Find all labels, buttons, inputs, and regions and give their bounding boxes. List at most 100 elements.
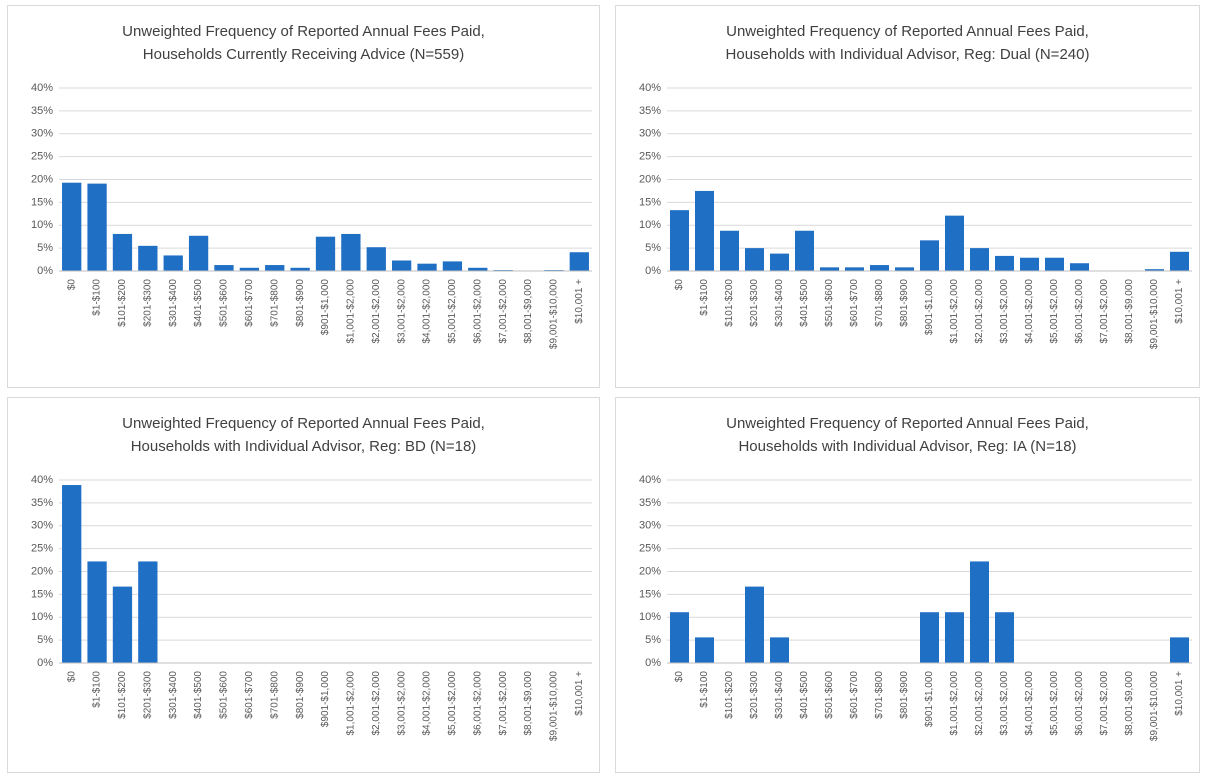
x-tick-label: $701-$800 (874, 279, 885, 327)
x-tick-label: $10,001 + (574, 671, 585, 716)
x-tick-label: $10,001 + (1174, 279, 1185, 324)
y-tick-label: 40% (639, 474, 661, 486)
chart-panel: Unweighted Frequency of Reported Annual … (7, 5, 600, 388)
chart-panel: Unweighted Frequency of Reported Annual … (615, 397, 1200, 773)
x-tick-label: $601-$700 (849, 671, 860, 719)
x-tick-label: $2,001-$2,000 (371, 671, 382, 736)
x-tick-label: $101-$200 (117, 671, 128, 719)
y-tick-label: 25% (639, 543, 661, 555)
x-tick-label: $201-$300 (749, 279, 760, 327)
bar (1170, 637, 1189, 663)
x-tick-label: $101-$200 (117, 279, 128, 327)
x-tick-label: $1,001-$2,000 (949, 671, 960, 736)
chart-subtitle: Households with Individual Advisor, Reg:… (131, 438, 477, 455)
x-tick-label: $9,001-$10,000 (549, 671, 560, 742)
y-tick-label: 15% (639, 196, 661, 208)
y-tick-label: 30% (639, 520, 661, 532)
bar (1145, 269, 1164, 271)
y-tick-label: 0% (37, 265, 53, 277)
x-tick-label: $0 (674, 279, 685, 291)
bar (188, 235, 209, 271)
x-tick-label: $1-$100 (699, 279, 710, 316)
chart-subtitle: Households with Individual Advisor, Reg:… (738, 438, 1076, 455)
y-tick-label: 0% (37, 657, 53, 669)
bar (820, 267, 839, 271)
x-tick-label: $1-$100 (92, 671, 103, 708)
chart-title: Unweighted Frequency of Reported Annual … (726, 23, 1089, 40)
bar (970, 561, 989, 663)
x-tick-label: $901-$1,000 (320, 671, 331, 728)
x-tick-label: $6,001-$2,000 (1074, 279, 1085, 344)
y-tick-label: 25% (639, 151, 661, 163)
x-tick-label: $7,001-$2,000 (1099, 279, 1110, 344)
x-tick-label: $301-$400 (774, 279, 785, 327)
x-tick-label: $10,001 + (1174, 671, 1185, 716)
bar (62, 485, 82, 663)
x-tick-label: $801-$900 (899, 671, 910, 719)
x-tick-label: $9,001-$10,000 (549, 279, 560, 350)
x-tick-label: $201-$300 (142, 671, 153, 719)
x-tick-label: $701-$800 (269, 671, 280, 719)
y-tick-label: 15% (31, 588, 53, 600)
bar (138, 561, 158, 663)
x-tick-label: $801-$900 (899, 279, 910, 327)
x-tick-label: $801-$900 (295, 279, 306, 327)
x-tick-label: $2,001-$2,000 (371, 279, 382, 344)
x-tick-label: $1,001-$2,000 (346, 279, 357, 344)
chart-title: Unweighted Frequency of Reported Annual … (122, 415, 485, 432)
y-tick-label: 35% (31, 497, 53, 509)
x-tick-label: $601-$700 (244, 279, 255, 327)
y-tick-label: 0% (645, 265, 661, 277)
y-tick-label: 20% (639, 565, 661, 577)
bar (138, 245, 158, 271)
x-tick-label: $8,001-$9,000 (1124, 279, 1135, 344)
y-tick-label: 10% (31, 611, 53, 623)
x-tick-label: $3,001-$2,000 (999, 279, 1010, 344)
bar (163, 255, 183, 271)
y-tick-label: 35% (639, 497, 661, 509)
chart-subtitle: Households with Individual Advisor, Reg:… (726, 46, 1090, 63)
x-tick-label: $401-$500 (193, 671, 204, 719)
x-tick-label: $701-$800 (874, 671, 885, 719)
y-tick-label: 20% (31, 565, 53, 577)
x-tick-label: $501-$600 (219, 279, 230, 327)
x-tick-label: $1-$100 (699, 671, 710, 708)
x-tick-label: $3,001-$2,000 (999, 671, 1010, 736)
bar (442, 261, 463, 271)
bar (1070, 263, 1089, 271)
x-tick-label: $301-$400 (774, 671, 785, 719)
x-tick-label: $8,001-$9,000 (1124, 671, 1135, 736)
x-tick-label: $7,001-$2,000 (498, 279, 509, 344)
y-tick-label: 20% (639, 173, 661, 185)
x-tick-label: $6,001-$2,000 (472, 671, 483, 736)
bar (995, 255, 1014, 271)
chart-panel: Unweighted Frequency of Reported Annual … (7, 397, 600, 773)
x-tick-label: $4,001-$2,000 (422, 671, 433, 736)
chart-title: Unweighted Frequency of Reported Annual … (122, 23, 485, 40)
x-tick-label: $601-$700 (244, 671, 255, 719)
bar (920, 612, 939, 663)
x-tick-label: $701-$800 (269, 279, 280, 327)
x-tick-label: $2,001-$2,000 (974, 671, 985, 736)
y-tick-label: 15% (31, 196, 53, 208)
x-tick-label: $801-$900 (295, 671, 306, 719)
bar (870, 265, 889, 271)
y-tick-label: 5% (37, 634, 53, 646)
y-tick-label: 5% (37, 242, 53, 254)
x-tick-label: $7,001-$2,000 (498, 671, 509, 736)
x-tick-label: $401-$500 (193, 279, 204, 327)
bar (1020, 257, 1039, 271)
chart-title: Unweighted Frequency of Reported Annual … (726, 415, 1089, 432)
x-tick-label: $401-$500 (799, 279, 810, 327)
bar (468, 267, 488, 271)
bar (341, 233, 361, 271)
bar (1045, 257, 1064, 271)
bar (720, 230, 739, 271)
x-tick-label: $0 (674, 671, 685, 683)
y-tick-label: 35% (639, 105, 661, 117)
x-tick-label: $7,001-$2,000 (1099, 671, 1110, 736)
x-tick-label: $8,001-$9,000 (523, 671, 534, 736)
x-tick-label: $501-$600 (824, 671, 835, 719)
y-tick-label: 5% (645, 634, 661, 646)
x-tick-label: $6,001-$2,000 (1074, 671, 1085, 736)
